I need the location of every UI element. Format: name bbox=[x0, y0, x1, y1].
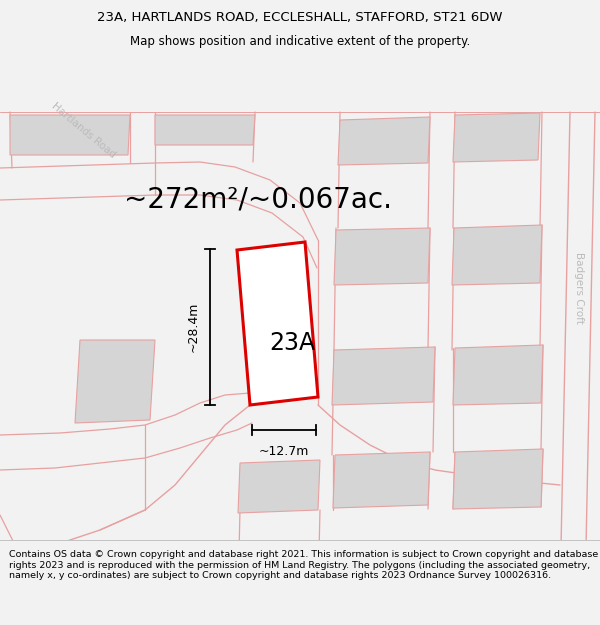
Polygon shape bbox=[338, 117, 430, 165]
Polygon shape bbox=[10, 115, 130, 155]
Text: ~28.4m: ~28.4m bbox=[187, 302, 200, 352]
Polygon shape bbox=[237, 242, 318, 405]
Polygon shape bbox=[75, 340, 155, 423]
Text: Hartlands Road: Hartlands Road bbox=[50, 101, 118, 160]
Polygon shape bbox=[453, 113, 540, 162]
Polygon shape bbox=[334, 228, 430, 285]
Text: Contains OS data © Crown copyright and database right 2021. This information is : Contains OS data © Crown copyright and d… bbox=[9, 550, 598, 580]
Text: 23A, HARTLANDS ROAD, ECCLESHALL, STAFFORD, ST21 6DW: 23A, HARTLANDS ROAD, ECCLESHALL, STAFFOR… bbox=[97, 11, 503, 24]
Text: Map shows position and indicative extent of the property.: Map shows position and indicative extent… bbox=[130, 35, 470, 48]
Text: 23A: 23A bbox=[269, 331, 316, 356]
Polygon shape bbox=[238, 460, 320, 513]
Polygon shape bbox=[453, 449, 543, 509]
Text: ~12.7m: ~12.7m bbox=[259, 445, 309, 458]
Polygon shape bbox=[332, 347, 435, 405]
Polygon shape bbox=[453, 345, 543, 405]
Polygon shape bbox=[333, 452, 430, 508]
Text: ~272m²/~0.067ac.: ~272m²/~0.067ac. bbox=[124, 186, 392, 214]
Polygon shape bbox=[155, 115, 255, 145]
Text: Badgers Croft: Badgers Croft bbox=[574, 252, 584, 324]
Polygon shape bbox=[452, 225, 542, 285]
